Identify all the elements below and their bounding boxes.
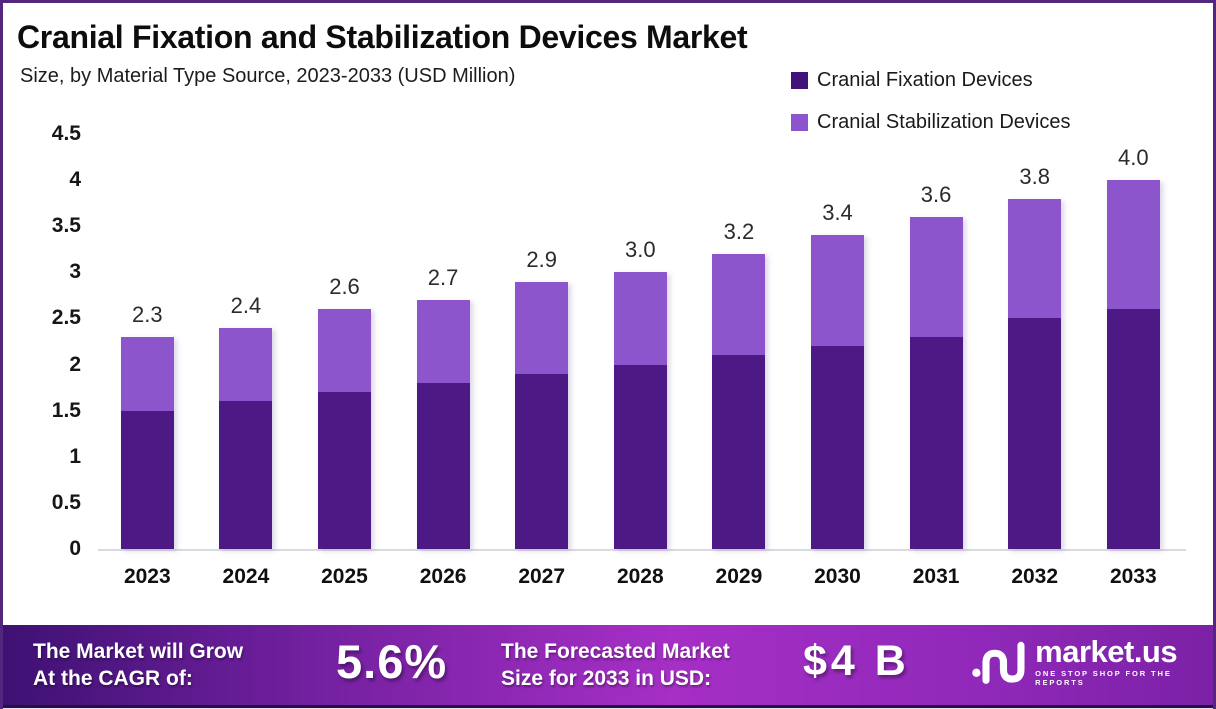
bar-2025: [318, 309, 371, 549]
stacked-bar-chart: 4.5 4 3.5 3 2.5 2 1.5 1 0.5 0 2.3 2023 2.4 2024 2.6 202…: [3, 3, 1213, 709]
x-axis-label: 2028: [616, 565, 664, 588]
bar-segment-fixation: [318, 392, 371, 549]
bar-segment-stabilization: [1008, 198, 1062, 319]
bar-segment-fixation: [120, 410, 174, 549]
x-axis-label: 2031: [912, 565, 960, 588]
bar-total-label: 3.0: [625, 237, 656, 263]
bar-total-label: 2.6: [329, 274, 360, 300]
bar-2024: [219, 327, 273, 549]
bar-segment-fixation: [219, 401, 273, 549]
bar-2028: [613, 272, 667, 549]
y-axis-tick: 3.5: [51, 214, 81, 238]
x-axis-label: 2030: [814, 565, 861, 588]
bar-2029: [712, 253, 766, 549]
bar-total-label: 3.6: [920, 182, 952, 207]
forecast-label: The Forecasted Market Size for 2033 in U…: [501, 640, 730, 690]
x-axis-label: 2033: [1109, 565, 1157, 588]
bar-total-label: 3.2: [723, 218, 755, 244]
bar-segment-fixation: [811, 346, 864, 549]
x-axis-label: 2024: [222, 565, 270, 588]
bar-2033: [1106, 180, 1160, 549]
x-axis-label: 2023: [123, 565, 171, 588]
bar-total-label: 2.3: [132, 301, 163, 327]
bar-2023: [120, 336, 174, 549]
bar-segment-stabilization: [318, 309, 371, 393]
y-axis-tick: 4.5: [51, 122, 81, 145]
x-axis-label: 2027: [518, 565, 566, 588]
bar-segment-fixation: [1008, 318, 1062, 549]
bar-segment-stabilization: [416, 300, 470, 383]
y-axis-tick: 0: [69, 537, 81, 560]
footer-banner: The Market will Grow At the CAGR of: 5.6…: [3, 625, 1213, 705]
x-axis-label: 2032: [1011, 565, 1059, 588]
chart-subtitle: Size, by Material Type Source, 2023-2033…: [20, 65, 516, 87]
x-axis-label: 2029: [715, 565, 763, 588]
marketus-logo-icon: [972, 641, 1025, 684]
y-axis-tick: 3: [69, 260, 81, 284]
bar-segment-stabilization: [515, 281, 569, 374]
bar-segment-fixation: [416, 383, 470, 549]
legend-item-fixation: Cranial Fixation Devices: [791, 69, 1070, 92]
bar-segment-stabilization: [909, 217, 963, 337]
bar-segment-fixation: [515, 373, 569, 549]
y-axis-tick: 1: [69, 444, 81, 468]
legend-swatch-stabilization: [791, 114, 808, 131]
bar-2031: [909, 217, 963, 549]
marketus-logo-tagline: ONE STOP SHOP FOR THE REPORTS: [1035, 669, 1172, 687]
bar-2030: [811, 235, 864, 549]
legend-label: Cranial Fixation Devices: [817, 69, 1033, 91]
bar-segment-fixation: [712, 355, 766, 549]
page-title: Cranial Fixation and Stabilization Devic…: [17, 19, 748, 55]
bar-total-label: 4.0: [1118, 145, 1149, 171]
marketus-logo-text: market.us: [1035, 634, 1178, 669]
forecast-value: $4 B: [803, 637, 910, 685]
bar-total-label: 2.9: [526, 246, 557, 272]
bar-total-label: 2.4: [230, 292, 262, 318]
bar-2032: [1008, 198, 1062, 549]
y-axis-tick: 2.5: [51, 306, 81, 330]
y-axis-tick: 2: [69, 352, 81, 376]
bar-segment-stabilization: [613, 272, 667, 365]
bar-2026: [416, 300, 470, 549]
x-axis-label: 2026: [419, 565, 467, 588]
bar-segment-stabilization: [219, 327, 273, 402]
legend-label: Cranial Stabilization Devices: [817, 111, 1071, 133]
bar-segment-stabilization: [712, 253, 766, 356]
bar-total-label: 2.7: [427, 265, 459, 290]
bar-segment-stabilization: [120, 336, 174, 411]
bar-2027: [515, 281, 569, 549]
legend-swatch-fixation: [791, 72, 808, 89]
y-axis-tick: 1.5: [51, 398, 81, 422]
bar-total-label: 3.4: [822, 200, 853, 226]
bar-segment-fixation: [909, 336, 963, 549]
x-axis-label: 2025: [321, 565, 368, 588]
bottom-edge-dark: [3, 705, 1213, 708]
marketus-logo: market.us ONE STOP SHOP FOR THE REPORTS: [971, 634, 1213, 687]
y-axis-tick: 4: [69, 168, 81, 192]
bar-segment-stabilization: [811, 235, 864, 347]
cagr-label: The Market will Grow At the CAGR of:: [33, 640, 244, 690]
legend-item-stabilization: Cranial Stabilization Devices: [791, 111, 1070, 134]
bar-total-label: 3.8: [1019, 163, 1050, 189]
cagr-value: 5.6%: [336, 635, 448, 688]
y-axis-tick: 0.5: [51, 490, 81, 514]
bar-segment-stabilization: [1106, 180, 1160, 310]
legend: Cranial Fixation Devices Cranial Stabili…: [791, 69, 1070, 153]
x-axis-line: [98, 549, 1186, 551]
bar-segment-fixation: [1106, 309, 1160, 549]
bar-segment-fixation: [613, 364, 667, 549]
